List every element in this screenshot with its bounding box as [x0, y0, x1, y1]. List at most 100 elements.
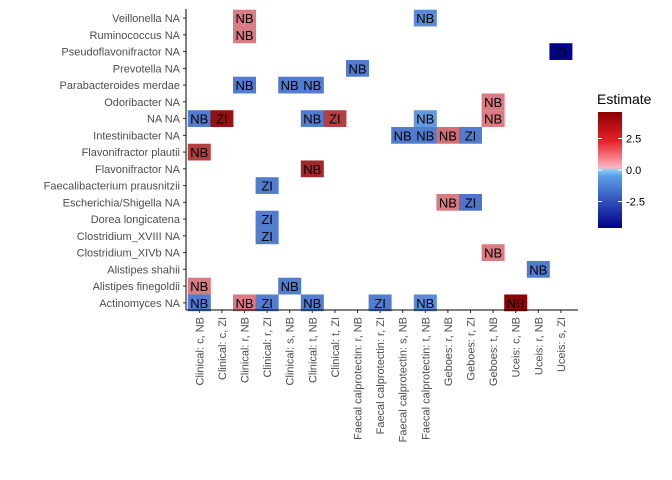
cell-label: NB	[190, 145, 208, 160]
axes	[185, 9, 578, 311]
heatmap-cell	[526, 260, 550, 278]
y-tick-label: Intestinibacter NA	[93, 130, 180, 142]
cell-label: NB	[484, 112, 502, 127]
cell-label: NB	[348, 61, 366, 76]
cell-label: NB	[303, 78, 321, 93]
heatmap-cell	[255, 210, 279, 228]
x-tick-label: Clinical: c, ZI	[217, 317, 229, 380]
heatmap-cell	[255, 177, 279, 194]
cell-label: ZI	[261, 179, 273, 194]
legend-ticks: 2.5 0.0 -2.5	[598, 133, 645, 209]
heatmap-cell	[187, 110, 211, 127]
x-tick-label: Faecal calprotectin: s, NB	[398, 317, 410, 442]
x-tick-label: Geboes: r, ZI	[466, 317, 478, 381]
heatmap-cell	[187, 277, 211, 295]
y-tick-label: Pseudoflavonifractor NA	[61, 47, 180, 59]
heatmap-cell	[233, 26, 256, 44]
cell-label: NB	[303, 296, 321, 311]
heatmap-cell	[278, 277, 302, 295]
y-tick-label: Flavonifractor plautii	[82, 147, 180, 159]
y-tick-label: Flavonifractor NA	[95, 164, 181, 176]
heatmap-cell	[413, 9, 437, 27]
heatmap-cell	[300, 76, 324, 94]
heatmap-cell	[436, 126, 460, 144]
heatmap-cell	[187, 143, 211, 161]
cell-label: NB	[235, 78, 253, 93]
cell-label: ZI	[465, 128, 477, 143]
legend-tick-label: 0.0	[626, 165, 641, 177]
cell-label: NB	[416, 296, 434, 311]
y-tick-label: Ruminococcus NA	[90, 30, 181, 42]
cell-label: NB	[439, 128, 457, 143]
cell-label: ZI	[555, 45, 567, 60]
cell-label: NB	[394, 128, 412, 143]
x-axis-labels: Clinical: c, NB Clinical: c, ZI Clinical: …	[194, 310, 568, 442]
cell-label: NB	[484, 246, 502, 261]
cell-label: ZI	[216, 112, 228, 127]
heatmap-cell	[391, 126, 415, 144]
legend-title: Estimate	[597, 91, 652, 107]
cell-label: NB	[281, 78, 299, 93]
y-tick-label: Clostridium_XIVb NA	[77, 248, 181, 260]
heatmap-cell	[346, 59, 369, 77]
heatmap-cell	[323, 110, 347, 127]
cell-label: ZI	[329, 112, 341, 127]
cell-label: NB	[416, 112, 434, 127]
cell-label: NB	[303, 112, 321, 127]
heatmap-cell	[413, 126, 437, 144]
x-tick-label: Geboes: r, NB	[443, 317, 455, 386]
heatmap-cell	[255, 227, 279, 245]
heatmap-cell	[504, 294, 528, 312]
cell-label: NB	[416, 11, 434, 26]
cell-label: NB	[281, 279, 299, 294]
y-tick-label: Veillonella NA	[112, 13, 181, 25]
x-tick-label: Faecal calprotectin: r, NB	[353, 317, 365, 440]
cell-label: ZI	[465, 195, 477, 210]
x-tick-label: Clinical: s, NB	[285, 317, 297, 385]
x-tick-label: Uceis: c, NB	[511, 317, 523, 378]
cell-label: NB	[190, 112, 208, 127]
y-tick-label: Odoribacter NA	[104, 97, 180, 109]
cell-label: NB	[529, 262, 547, 277]
y-tick-label: Clostridium_XVIII NA	[77, 231, 181, 243]
y-tick-label: Faecalibacterium prausnitzii	[44, 181, 180, 193]
cell-label: NB	[190, 296, 208, 311]
x-tick-label: Faecal calprotectin: r, ZI	[375, 317, 387, 434]
heatmap-cell	[459, 193, 482, 211]
cell-label: NB	[416, 128, 434, 143]
cell-label: NB	[190, 279, 208, 294]
heatmap-cell	[436, 193, 460, 211]
cell-label: NB	[439, 195, 457, 210]
x-tick-label: Clinical: c, NB	[194, 317, 206, 385]
heatmap-cell	[481, 244, 505, 261]
heatmap-cell	[255, 294, 279, 312]
y-tick-label: Actinomyces NA	[99, 298, 180, 310]
heatmap-cell	[278, 76, 302, 94]
cell-label: NB	[507, 296, 525, 311]
cell-label: ZI	[261, 296, 273, 311]
heatmap-cell	[481, 110, 505, 127]
heatmap-cell	[300, 294, 324, 312]
heatmap-cell	[481, 93, 505, 111]
y-axis-labels: Veillonella NA Ruminococcus NA Pseudoflavo…	[44, 13, 186, 310]
heatmap-cell	[368, 294, 392, 312]
x-tick-label: Clinical: t, ZI	[330, 317, 342, 378]
y-tick-label: Parabacteroides merdae	[60, 80, 180, 92]
y-tick-label: Dorea longicatena	[91, 214, 181, 226]
y-tick-label: Prevotella NA	[113, 63, 181, 75]
y-tick-label: NA NA	[147, 114, 181, 126]
y-tick-label: Alistipes shahii	[107, 264, 180, 276]
heatmap-cell	[459, 126, 482, 144]
legend-tick-label: 2.5	[626, 133, 641, 145]
heatmap-cell	[413, 110, 437, 127]
heatmap-cell	[210, 110, 234, 127]
heatmap-cell	[300, 110, 324, 127]
heatmap-cell	[549, 43, 573, 60]
x-tick-label: Geboes: t, NB	[488, 317, 500, 386]
y-tick-label: Alistipes finegoldii	[93, 281, 180, 293]
cell-label: ZI	[261, 229, 273, 244]
x-tick-label: Clinical: t, NB	[307, 317, 319, 383]
cell-label: NB	[303, 162, 321, 177]
